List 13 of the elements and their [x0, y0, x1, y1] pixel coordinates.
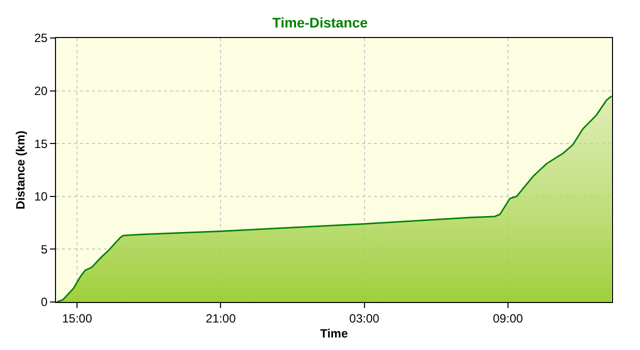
chart-title: Time-Distance [272, 14, 368, 30]
x-tick-label: 21:00 [206, 311, 236, 326]
x-tick-label: 09:00 [492, 311, 524, 326]
y-tick-label: 5 [40, 242, 48, 256]
x-axis-title: Time [320, 326, 348, 340]
y-tick-label: 20 [34, 84, 48, 98]
x-tick-label: 15:00 [62, 311, 92, 326]
y-tick-label: 10 [34, 190, 48, 204]
y-tick-label: 25 [34, 31, 48, 46]
y-tick-label: 15 [34, 136, 48, 151]
y-axis-title: Distance (km) [14, 130, 28, 210]
y-tick-label: 0 [40, 295, 48, 310]
x-tick-label: 03:00 [349, 311, 380, 326]
